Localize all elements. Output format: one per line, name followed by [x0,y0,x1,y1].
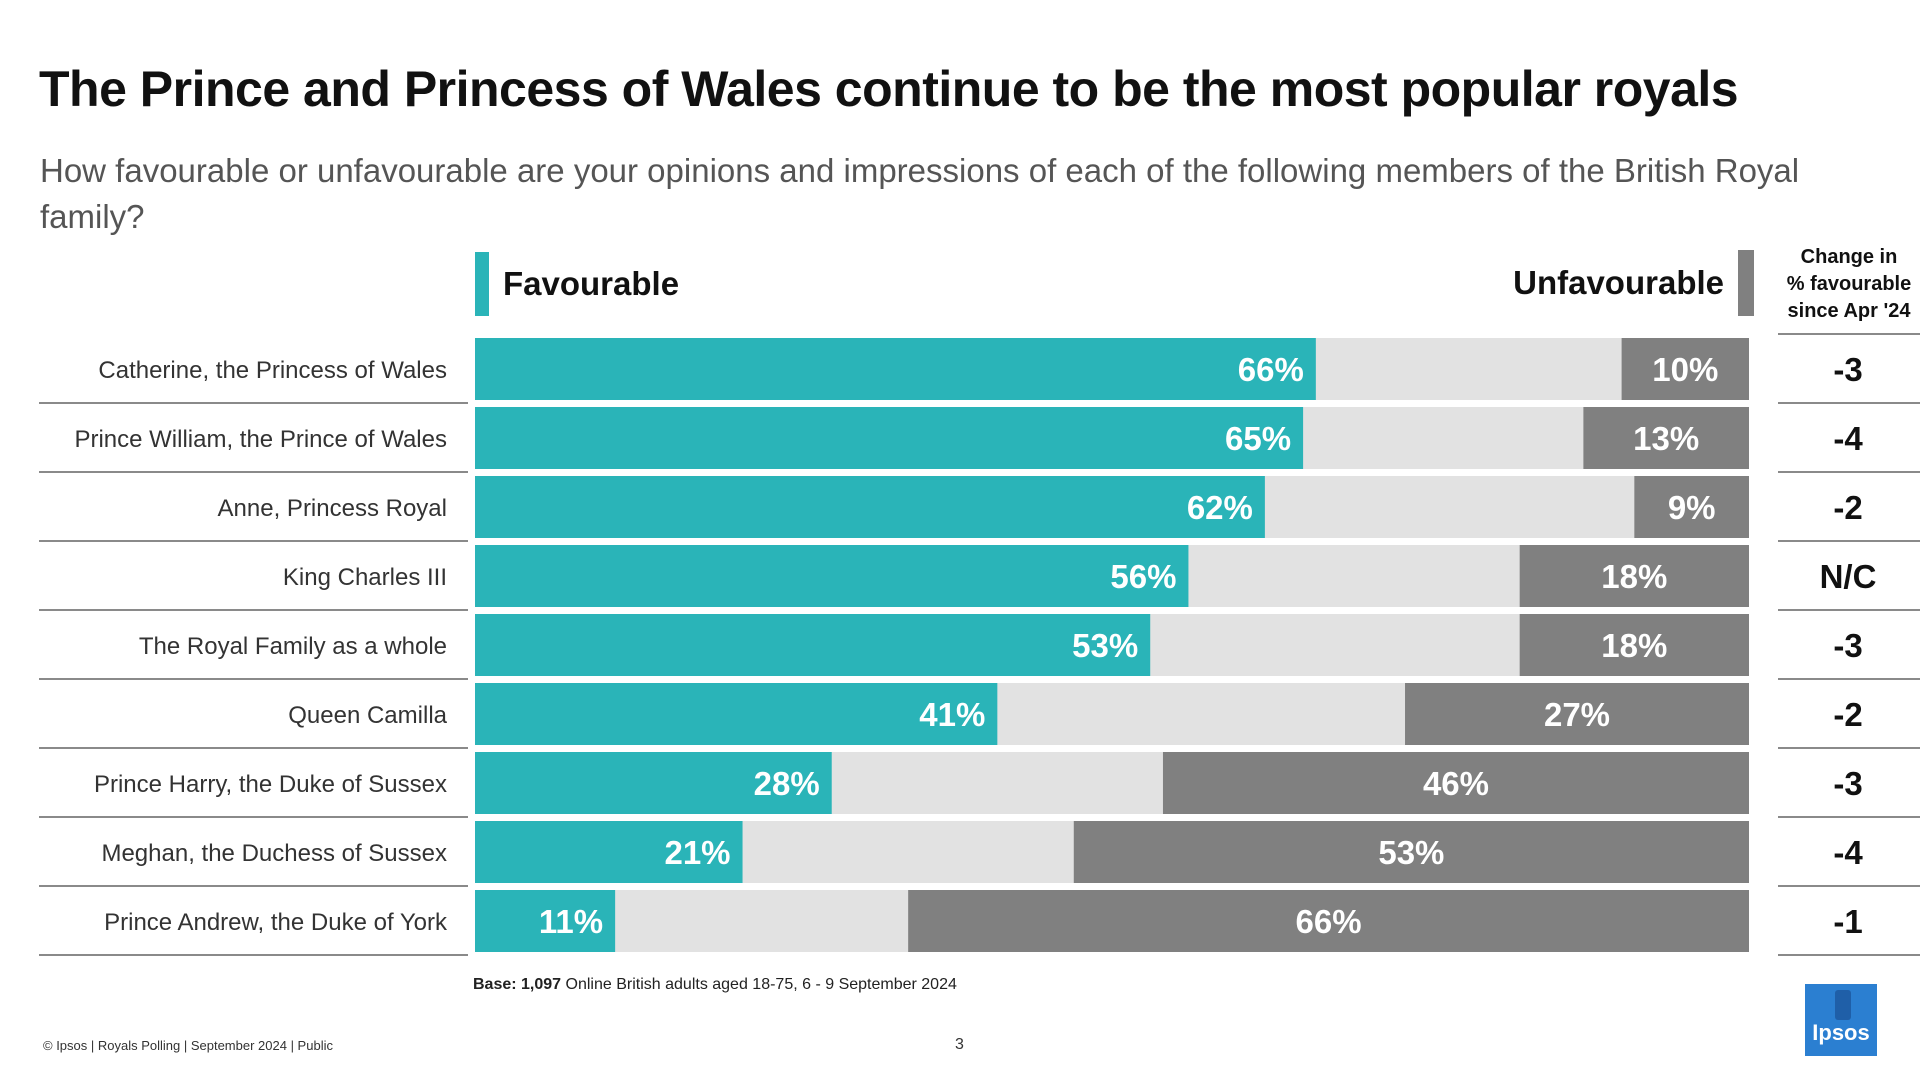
change-value: -4 [1833,420,1863,457]
bar-favourable-segment [475,614,1151,676]
change-value: -4 [1833,834,1863,871]
bar-unfavourable-segment [1621,338,1749,400]
favourable-value-label: 11% [539,903,603,940]
legend-favourable: Favourable [475,252,679,316]
logo-text: Ipsos [1812,1020,1870,1045]
favourable-value-label: 62% [1187,489,1253,526]
favourable-value-label: 66% [1238,351,1304,388]
favourable-value-label: 41% [919,696,985,733]
category-label: Catherine, the Princess of Wales [98,357,447,384]
bar-favourable-segment [475,683,998,745]
bar-favourable-segment [475,476,1265,538]
unfavourable-value-label: 27% [1544,696,1610,733]
bar-unfavourable-segment [1519,545,1749,607]
bar-favourable-segment [475,890,616,952]
bar-favourable-segment [475,545,1189,607]
base-note-count: 1,097 [521,976,562,993]
favourable-value-label: 65% [1225,420,1291,457]
change-value: -2 [1833,696,1862,733]
bar-favourable-segment [475,338,1316,400]
unfavourable-value-label: 13% [1633,420,1699,457]
unfavourable-value-label: 9% [1668,489,1716,526]
category-label: Prince Harry, the Duke of Sussex [94,771,447,798]
unfavourable-value-label: 18% [1601,627,1667,664]
bar-favourable-segment [475,407,1304,469]
bar-unfavourable-segment [1519,614,1749,676]
change-column-header: Change in % favourable since Apr '24 [1778,244,1920,325]
stacked-bar-chart: 66% 10% Catherine, the Princess of Wales -3… [39,333,1920,956]
chart-title: The Prince and Princess of Wales continu… [39,61,1739,117]
favourable-value-label: 56% [1110,558,1176,595]
legend-unfavourable-swatch [1738,250,1754,316]
bar-unfavourable-segment [1405,683,1749,745]
ipsos-logo: Ipsos [1805,984,1877,1056]
category-label: Prince William, the Prince of Wales [74,426,447,453]
footer-copyright: © Ipsos | Royals Polling | September 202… [43,1038,333,1053]
change-header-line2: % favourable [1786,273,1912,295]
page-number: 3 [955,1036,964,1053]
legend-unfavourable-label: Unfavourable [1513,264,1724,301]
change-value: -3 [1833,351,1862,388]
change-value: N/C [1820,558,1877,595]
bar-unfavourable-segment [908,890,1749,952]
change-value: -1 [1833,903,1862,940]
category-label: Anne, Princess Royal [218,495,447,522]
bar-favourable-segment [475,752,832,814]
unfavourable-value-label: 53% [1378,834,1444,871]
base-note-label: Base: [473,976,517,993]
change-header-line1: Change in [1800,246,1898,268]
change-value: -2 [1833,489,1862,526]
favourable-value-label: 28% [754,765,820,802]
bar-unfavourable-segment [1634,476,1749,538]
base-note: Base: 1,097 Online British adults aged 1… [473,976,957,994]
chart-subtitle: How favourable or unfavourable are your … [40,152,1800,235]
bar-unfavourable-segment [1162,752,1749,814]
bar-favourable-segment [475,821,743,883]
base-note-text: Online British adults aged 18-75, 6 - 9 … [561,976,957,993]
legend-favourable-label: Favourable [503,265,680,302]
category-label: The Royal Family as a whole [139,633,447,660]
change-value: -3 [1833,627,1862,664]
legend-favourable-swatch [475,252,489,316]
change-header-line3: since Apr '24 [1787,300,1911,322]
unfavourable-value-label: 46% [1423,765,1489,802]
category-label: King Charles III [283,564,447,591]
favourable-value-label: 21% [664,834,730,871]
unfavourable-value-label: 66% [1296,903,1362,940]
bar-unfavourable-segment [1583,407,1749,469]
category-label: Meghan, the Duchess of Sussex [101,840,447,867]
legend-unfavourable: Unfavourable [1513,250,1754,316]
logo-mark-icon [1835,990,1851,1020]
unfavourable-value-label: 18% [1601,558,1667,595]
change-value: -3 [1833,765,1862,802]
favourable-value-label: 53% [1072,627,1138,664]
unfavourable-value-label: 10% [1652,351,1718,388]
category-label: Prince Andrew, the Duke of York [104,909,448,936]
bar-unfavourable-segment [1073,821,1749,883]
category-label: Queen Camilla [288,702,447,729]
